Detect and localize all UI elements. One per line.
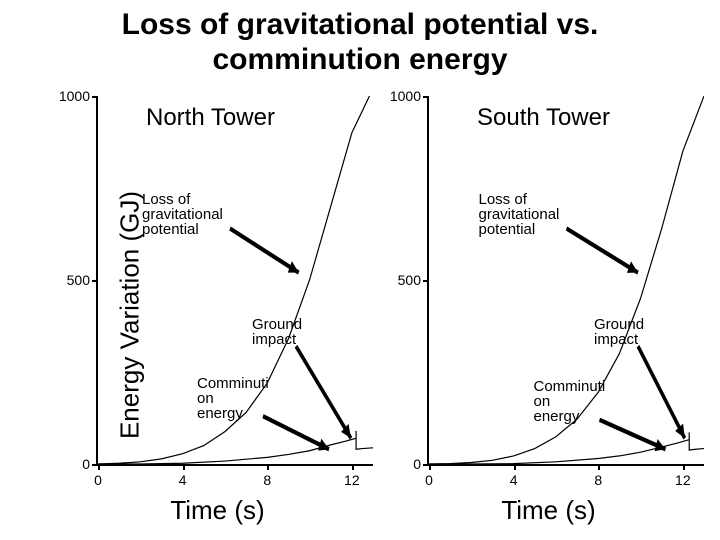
y-tick-label: 1000	[390, 88, 421, 104]
x-tick-label: 12	[675, 472, 691, 488]
chart-panel: 0500100004812North TowerLoss ofgravitati…	[56, 90, 379, 530]
x-tick-label: 4	[179, 472, 187, 488]
x-tick	[598, 464, 600, 470]
x-tick	[98, 464, 100, 470]
content-row: Energy Variation (GJ) 0500100004812North…	[0, 90, 720, 540]
y-tick-label: 0	[413, 456, 421, 472]
x-tick	[352, 464, 354, 470]
y-tick-label: 0	[82, 456, 90, 472]
x-tick	[683, 464, 685, 470]
x-tick-label: 0	[425, 472, 433, 488]
x-axis-label: Time (s)	[170, 495, 264, 526]
y-tick-label: 1000	[59, 88, 90, 104]
x-tick	[429, 464, 431, 470]
x-axis-label: Time (s)	[501, 495, 595, 526]
x-tick	[267, 464, 269, 470]
y-tick-label: 500	[398, 272, 421, 288]
arrows-svg	[98, 96, 373, 464]
title-line-1: Loss of gravitational potential vs.	[0, 8, 720, 43]
x-tick-label: 0	[94, 472, 102, 488]
main-title: Loss of gravitational potential vs. comm…	[0, 0, 720, 77]
x-tick-label: 12	[344, 472, 360, 488]
x-tick-label: 4	[510, 472, 518, 488]
x-tick	[183, 464, 185, 470]
plot-area: 0500100004812South TowerLoss ofgravitati…	[427, 96, 704, 466]
plot-area: 0500100004812North TowerLoss ofgravitati…	[96, 96, 373, 466]
x-tick-label: 8	[263, 472, 271, 488]
arrows-svg	[429, 96, 704, 464]
panels-container: 0500100004812North TowerLoss ofgravitati…	[56, 90, 710, 530]
chart-panel: 0500100004812South TowerLoss ofgravitati…	[387, 90, 710, 530]
y-tick-label: 500	[67, 272, 90, 288]
title-line-2: comminution energy	[0, 43, 720, 78]
x-tick-label: 8	[594, 472, 602, 488]
x-tick	[514, 464, 516, 470]
